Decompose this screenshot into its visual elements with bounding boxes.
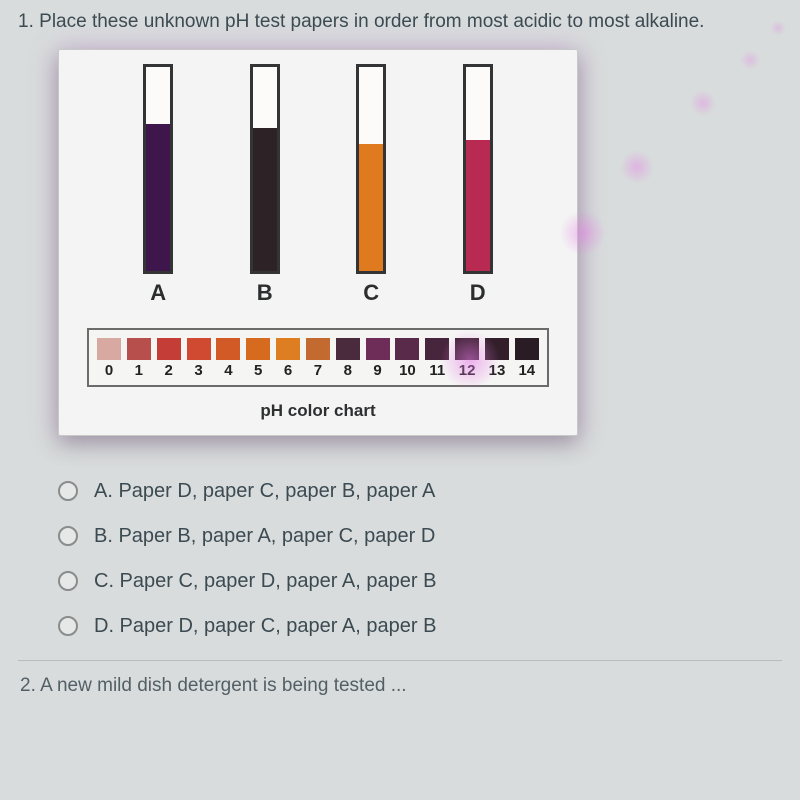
option-label: D. Paper D, paper C, paper A, paper B <box>94 615 436 638</box>
test-tube: C <box>356 64 386 306</box>
ph-number-row: 01234567891011121314 <box>97 362 539 379</box>
tube-outline <box>250 64 280 274</box>
radio-icon[interactable] <box>58 481 78 501</box>
ph-swatch-row <box>97 338 539 360</box>
ph-number: 5 <box>246 362 270 379</box>
tube-outline <box>356 64 386 274</box>
question-divider <box>18 660 782 661</box>
ph-swatch <box>515 338 539 360</box>
tube-outline <box>143 64 173 274</box>
tube-fill <box>253 128 277 271</box>
radio-icon[interactable] <box>58 571 78 591</box>
ph-number: 14 <box>515 362 539 379</box>
ph-swatch <box>97 338 121 360</box>
ph-number: 9 <box>366 362 390 379</box>
tube-fill <box>359 144 383 270</box>
test-tube: D <box>463 64 493 306</box>
chart-caption: pH color chart <box>87 401 549 421</box>
ph-number: 10 <box>395 362 419 379</box>
option-label: B. Paper B, paper A, paper C, paper D <box>94 525 435 548</box>
ph-number: 0 <box>97 362 121 379</box>
tube-fill <box>466 140 490 271</box>
ph-swatch <box>455 338 479 360</box>
ph-swatch <box>485 338 509 360</box>
option-row-b[interactable]: B. Paper B, paper A, paper C, paper D <box>58 525 782 548</box>
test-tubes-row: A B C D <box>87 68 549 306</box>
ph-swatch <box>395 338 419 360</box>
option-row-d[interactable]: D. Paper D, paper C, paper A, paper B <box>58 615 782 638</box>
tube-label: B <box>257 280 273 306</box>
tube-label: C <box>363 280 379 306</box>
ph-chart-card: ABCD 01234567891011121314 pH color chart <box>58 49 578 436</box>
quiz-page: 1. Place these unknown pH test papers in… <box>0 0 800 707</box>
ph-number: 1 <box>127 362 151 379</box>
tube-label: A <box>150 280 166 306</box>
option-label: A. Paper D, paper C, paper B, paper A <box>94 480 435 503</box>
test-tube: A <box>143 64 173 306</box>
answer-options: A. Paper D, paper C, paper B, paper A B. … <box>58 480 782 638</box>
ph-swatch <box>366 338 390 360</box>
question-number: 1. <box>18 11 34 32</box>
radio-icon[interactable] <box>58 526 78 546</box>
question-text: 1. Place these unknown pH test papers in… <box>18 10 782 35</box>
ph-number: 3 <box>187 362 211 379</box>
ph-swatch <box>157 338 181 360</box>
ph-number: 8 <box>336 362 360 379</box>
tube-outline <box>463 64 493 274</box>
ph-swatch <box>425 338 449 360</box>
ph-number: 13 <box>485 362 509 379</box>
option-row-a[interactable]: A. Paper D, paper C, paper B, paper A <box>58 480 782 503</box>
ph-swatch <box>127 338 151 360</box>
ph-number: 2 <box>157 362 181 379</box>
radio-icon[interactable] <box>58 616 78 636</box>
ph-number: 7 <box>306 362 330 379</box>
option-label: C. Paper C, paper D, paper A, paper B <box>94 570 436 593</box>
tube-label: D <box>470 280 486 306</box>
ph-scale-box: 01234567891011121314 <box>87 328 549 387</box>
ph-swatch <box>306 338 330 360</box>
next-question-preview: 2. A new mild dish detergent is being te… <box>20 675 782 697</box>
ph-swatch <box>246 338 270 360</box>
ph-swatch <box>187 338 211 360</box>
test-tube: B <box>250 64 280 306</box>
ph-number: 11 <box>425 362 449 379</box>
question-body: Place these unknown pH test papers in or… <box>39 11 704 32</box>
tube-fill <box>146 124 170 271</box>
ph-swatch <box>276 338 300 360</box>
ph-number: 4 <box>216 362 240 379</box>
option-row-c[interactable]: C. Paper C, paper D, paper A, paper B <box>58 570 782 593</box>
ph-number: 12 <box>455 362 479 379</box>
ph-number: 6 <box>276 362 300 379</box>
ph-swatch <box>336 338 360 360</box>
ph-swatch <box>216 338 240 360</box>
